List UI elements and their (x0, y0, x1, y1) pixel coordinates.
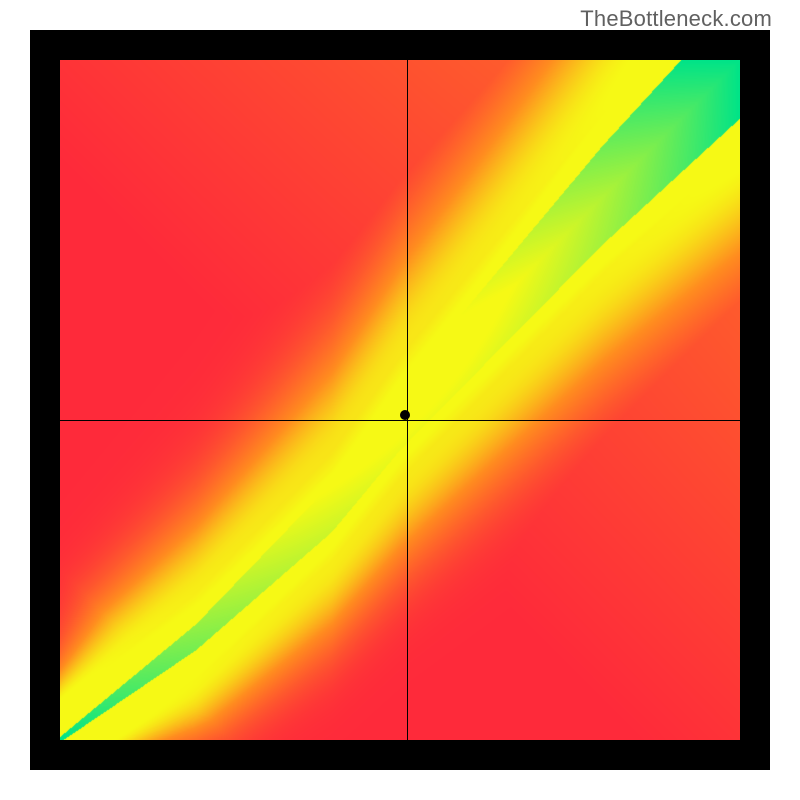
chart-container: TheBottleneck.com (0, 0, 800, 800)
plot-frame (30, 30, 770, 770)
data-point-marker (400, 410, 410, 420)
crosshair-horizontal (60, 420, 740, 421)
crosshair-vertical (407, 60, 408, 740)
heatmap-canvas (60, 60, 740, 740)
plot-area (60, 60, 740, 740)
watermark-text: TheBottleneck.com (580, 6, 772, 32)
